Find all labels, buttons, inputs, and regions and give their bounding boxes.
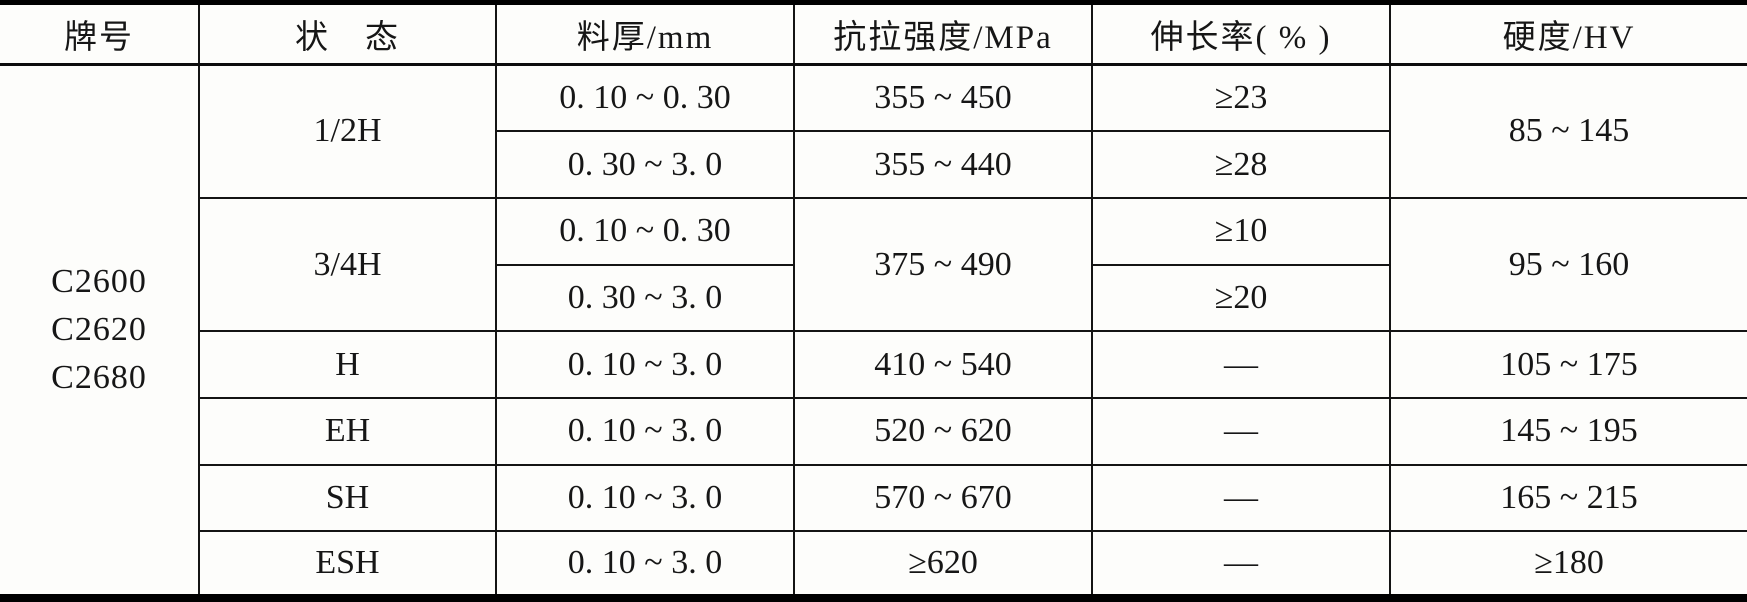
- table-row: SH 0. 10 ~ 3. 0 570 ~ 670—165 ~ 215: [0, 463, 1747, 533]
- header-cell-grade: 牌号: [0, 1, 200, 66]
- header-cell-thickness: 料厚/mm: [495, 1, 795, 66]
- cell-thickness: 0. 10 ~ 3. 0: [495, 330, 795, 399]
- cell-elongation: —: [1091, 396, 1391, 466]
- header-cell-hardness: 硬度/HV: [1389, 1, 1747, 66]
- cell-hardness: 95 ~ 160: [1389, 196, 1747, 333]
- header-row: 牌号 状 态 料厚/mm 抗拉强度/MPa 伸长率( % ) 硬度/HV: [0, 1, 1747, 66]
- table-row: H 0. 10 ~ 3. 0 410 ~ 540—105 ~ 175: [0, 330, 1747, 399]
- cell-elongation: ≥10: [1091, 196, 1391, 266]
- cell-thickness: 0. 30 ~ 3. 0: [496, 263, 795, 333]
- cell-hardness: 165 ~ 215: [1389, 463, 1747, 533]
- cell-tensile: 410 ~ 540: [793, 330, 1093, 399]
- cell-thickness: 0. 30 ~ 3. 0: [496, 130, 795, 199]
- table-header: 牌号 状 态 料厚/mm 抗拉强度/MPa 伸长率( % ) 硬度/HV: [0, 1, 1747, 66]
- header-cell-temper: 状 态: [198, 1, 497, 66]
- cell-elongation: —: [1091, 530, 1391, 599]
- grade-line: C2600: [51, 262, 147, 300]
- cell-temper: 1/2H: [198, 63, 497, 199]
- cell-hardness: 105 ~ 175: [1389, 330, 1747, 399]
- table-row: 0. 30 ~ 3. 0 ≥20: [0, 263, 1747, 333]
- table-row: ESH 0. 10 ~ 3. 0 ≥620— ≥180: [0, 530, 1747, 599]
- cell-tensile: 520 ~ 620: [793, 396, 1093, 466]
- cell-elongation: ≥28: [1091, 130, 1390, 199]
- cell-elongation: —: [1091, 463, 1391, 533]
- table-row: 3/4H 0. 10 ~ 0. 30 375 ~ 490 ≥10 95 ~ 160: [0, 196, 1747, 333]
- cell-temper: H: [199, 330, 497, 399]
- cell-tensile: 355 ~ 450: [793, 63, 1093, 133]
- cell-thickness: 0. 10 ~ 3. 0: [495, 396, 795, 466]
- cell-thickness: 0. 10 ~ 0. 30: [495, 196, 795, 266]
- cell-hardness: 145 ~ 195: [1389, 396, 1747, 466]
- header-cell-elongation: 伸长率( % ): [1091, 1, 1391, 66]
- cell-elongation: ≥23: [1091, 63, 1391, 133]
- cell-hardness: ≥180: [1389, 530, 1747, 599]
- grade-line: C2680: [51, 359, 147, 397]
- cell-tensile: 375 ~ 490: [793, 196, 1093, 333]
- table-row: 0. 30 ~ 3. 0 355 ~ 440 ≥28: [0, 130, 1747, 199]
- cell-thickness: 0. 10 ~ 3. 0: [495, 530, 795, 599]
- cell-elongation: ≥20: [1091, 263, 1390, 333]
- cell-temper: 3/4H: [199, 196, 497, 333]
- cell-thickness: 0. 10 ~ 0. 30: [495, 63, 795, 133]
- cell-elongation: —: [1091, 330, 1391, 399]
- cell-temper: SH: [199, 463, 497, 533]
- cell-tensile: ≥620: [793, 530, 1093, 599]
- cell-tensile: 570 ~ 670: [793, 463, 1093, 533]
- table-row: C2600 C2620 C2680 1/2H 0. 10 ~ 0. 30 355 ~ 45…: [0, 63, 1747, 599]
- table-body: C2600 C2620 C2680 1/2H 0. 10 ~ 0. 30 355 ~ 45…: [0, 63, 1747, 599]
- table-row: EH 0. 10 ~ 3. 0 520 ~ 620—145 ~ 195: [0, 396, 1747, 466]
- cell-tensile: 355 ~ 440: [793, 130, 1093, 199]
- grade-line: C2620: [51, 310, 147, 348]
- cell-grade: C2600 C2620 C2680: [0, 63, 200, 599]
- cell-hardness: 85 ~ 145: [1389, 63, 1747, 199]
- header-cell-tensile: 抗拉强度/MPa: [793, 1, 1093, 66]
- cell-temper: ESH: [199, 530, 497, 599]
- cell-temper: EH: [199, 396, 497, 466]
- cell-thickness: 0. 10 ~ 3. 0: [495, 463, 795, 533]
